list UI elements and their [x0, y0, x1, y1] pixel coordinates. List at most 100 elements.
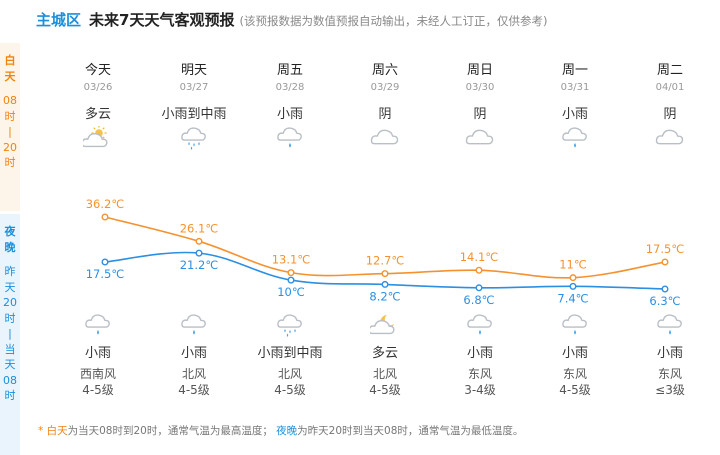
rain-icon [50, 313, 146, 337]
low-temp-point[interactable] [195, 249, 203, 257]
day-name[interactable]: 周五 [276, 63, 303, 78]
overcast-icon [337, 126, 433, 150]
high-temp-point[interactable] [661, 258, 669, 266]
low-temp-label: 6.8℃ [463, 293, 494, 307]
wind-direction: 西南风 [79, 367, 116, 381]
wind-direction: 北风 [372, 367, 397, 381]
footer-star: * [38, 425, 47, 437]
wind-level: 4-5级 [274, 383, 306, 397]
wind-level: 4-5级 [178, 383, 210, 397]
night-weather-text: 小雨 [561, 346, 588, 361]
low-temp-label: 7.4℃ [557, 291, 588, 305]
side-char: 时 [4, 109, 16, 123]
high-temp-label: 11℃ [559, 258, 587, 272]
side-char: | [8, 327, 12, 340]
day-name[interactable]: 周一 [561, 63, 588, 78]
high-temp-point[interactable] [101, 213, 109, 221]
footer-night-desc: 为昨天20时到当天08时，通常气温为最低温度。 [297, 425, 524, 437]
day-weather-text: 小雨 [561, 107, 588, 122]
side-char: 天 [4, 69, 16, 83]
day-weather-text: 阴 [378, 107, 392, 122]
high-temp-point[interactable] [569, 274, 577, 282]
moderate-rain-icon [242, 313, 338, 337]
side-char: 天 [4, 358, 16, 371]
low-temp-label: 6.3℃ [649, 294, 680, 308]
day-name[interactable]: 今天 [84, 63, 111, 78]
footer-night-term: 夜晚 [276, 425, 298, 437]
low-temp-label: 21.2℃ [180, 258, 219, 272]
side-char: 20 [3, 140, 17, 154]
wind-info: 东风 3-4级 [432, 366, 528, 398]
night-weather-text: 小雨到中雨 [257, 346, 323, 361]
side-char: 08 [3, 373, 17, 387]
side-char: 天 [4, 280, 16, 294]
wind-info: 西南风 4-5级 [50, 366, 146, 398]
day-date: 03/31 [560, 82, 590, 93]
daytime-sidebar-label: 白天 08 时 | 20 时 [0, 43, 20, 211]
night-weather-text: 多云 [371, 346, 398, 361]
day-weather-text: 阴 [473, 107, 487, 122]
night-sidebar-label: 夜晚昨天 20 时 | 当天 08 时 [0, 214, 20, 455]
moderate-rain-icon [146, 126, 242, 150]
wind-info: 北风 4-5级 [337, 366, 433, 398]
night-weather-text: 小雨 [466, 346, 493, 361]
day-name[interactable]: 周二 [656, 63, 683, 78]
day-date: 03/29 [370, 82, 400, 93]
day-date: 04/01 [655, 82, 685, 93]
night-weather-text: 小雨 [180, 346, 207, 361]
side-char: 晚 [4, 240, 16, 254]
overcast-icon [432, 126, 528, 150]
high-temp-point[interactable] [475, 266, 483, 274]
high-temp-label: 12.7℃ [366, 254, 405, 268]
rain-icon [527, 313, 623, 337]
rain-icon [242, 126, 338, 150]
day-name[interactable]: 周日 [466, 63, 493, 78]
low-temp-point[interactable] [101, 258, 109, 266]
rain-icon [146, 313, 242, 337]
region-name[interactable]: 主城区 [36, 11, 82, 29]
side-char: | [8, 125, 12, 138]
high-temp-point[interactable] [381, 270, 389, 278]
side-char: 白 [4, 54, 16, 67]
side-char: 当 [4, 342, 16, 356]
low-temp-label: 8.2℃ [369, 289, 400, 303]
low-temp-point[interactable] [475, 284, 483, 292]
low-temp-point[interactable] [287, 276, 295, 284]
forecast-header: 主城区 未来7天天气客观预报 (该预报数据为数值预报自动输出，未经人工订正，仅供… [36, 9, 547, 31]
day-date: 03/27 [179, 82, 209, 93]
rain-icon [622, 313, 718, 337]
wind-direction: 东风 [657, 367, 682, 381]
low-temp-point[interactable] [381, 280, 389, 288]
high-temp-label: 17.5℃ [646, 242, 685, 256]
high-temp-label: 26.1℃ [180, 221, 219, 235]
wind-direction: 北风 [277, 367, 302, 381]
high-temp-label: 14.1℃ [460, 250, 499, 264]
overcast-icon [622, 126, 718, 150]
cloudy-moon-icon [337, 313, 433, 337]
rain-icon [432, 313, 528, 337]
high-temp-label: 13.1℃ [272, 253, 311, 267]
wind-level: 4-5级 [559, 383, 591, 397]
side-char: 20 [3, 296, 17, 309]
wind-info: 北风 4-5级 [146, 366, 242, 398]
wind-info: 北风 4-5级 [242, 366, 338, 398]
side-char: 夜 [4, 225, 16, 238]
day-name[interactable]: 周六 [371, 63, 398, 78]
side-char: 08 [3, 94, 17, 107]
high-temp-point[interactable] [287, 269, 295, 277]
high-temp-point[interactable] [195, 237, 203, 245]
day-weather-text: 小雨 [276, 107, 303, 122]
wind-direction: 北风 [181, 367, 206, 381]
wind-info: 东风 ≤3级 [622, 366, 718, 398]
cloudy-sun-icon [50, 126, 146, 150]
disclaimer-note: (该预报数据为数值预报自动输出，未经人工订正，仅供参考) [239, 14, 548, 28]
footer-day-desc: 为当天08时到20时，通常气温为最高温度； [67, 425, 273, 437]
low-temp-point[interactable] [569, 282, 577, 290]
low-temp-point[interactable] [661, 285, 669, 293]
wind-level: 4-5级 [82, 383, 114, 397]
wind-level: ≤3级 [655, 383, 685, 397]
day-name[interactable]: 明天 [180, 63, 207, 78]
rain-icon [527, 126, 623, 150]
day-weather-text: 小雨到中雨 [161, 107, 227, 122]
